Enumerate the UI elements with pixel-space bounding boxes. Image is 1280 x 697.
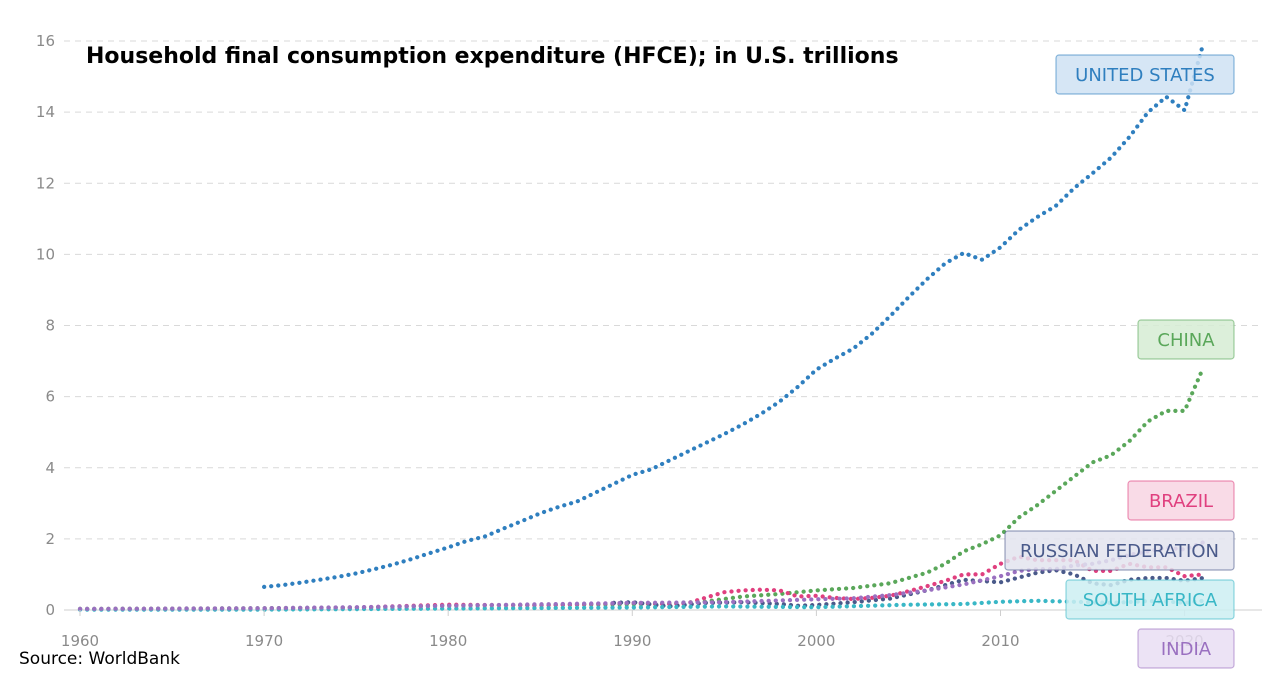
source-note: Source: WorldBank xyxy=(19,649,180,669)
series-label-text: SOUTH AFRICA xyxy=(1083,590,1218,611)
series-label-box xyxy=(1004,530,1235,571)
x-tick-label: 2000 xyxy=(797,632,835,650)
series-label-text: CHINA xyxy=(1157,330,1215,351)
series-label-south-africa: SOUTH AFRICA xyxy=(1065,579,1235,620)
axis-ticks: 0246810121416196019701980199020002010202… xyxy=(36,32,1204,650)
series-line-russian-federation xyxy=(611,568,1206,609)
series-label-box xyxy=(1127,480,1235,521)
series-label-text: RUSSIAN FEDERATION xyxy=(1020,541,1219,562)
x-tick-label: 1990 xyxy=(613,632,651,650)
series-label-china: CHINA xyxy=(1137,319,1235,360)
y-tick-label: 14 xyxy=(36,103,55,121)
series-labels: UNITED STATES CHINA BRAZIL RUSSIAN FEDERATI… xyxy=(1004,54,1235,669)
series-label-box xyxy=(1137,319,1235,360)
y-tick-label: 16 xyxy=(36,32,55,50)
chart-title: Household final consumption expenditure … xyxy=(86,44,899,69)
series-label-box xyxy=(1055,54,1235,95)
series-label-box xyxy=(1065,579,1235,620)
y-tick-label: 12 xyxy=(36,174,55,192)
series-line-china xyxy=(77,366,1206,612)
y-tick-label: 6 xyxy=(45,388,55,406)
y-tick-label: 8 xyxy=(45,317,55,335)
series-label-box xyxy=(1137,628,1235,669)
x-tick-label: 2010 xyxy=(981,632,1019,650)
series-label-text: UNITED STATES xyxy=(1075,65,1215,86)
gridlines xyxy=(64,40,1262,611)
series-label-united-states: UNITED STATES xyxy=(1055,54,1235,95)
y-tick-label: 10 xyxy=(36,245,55,263)
y-tick-label: 4 xyxy=(45,459,55,477)
series-label-brazil: BRAZIL xyxy=(1127,480,1235,521)
series-line-india xyxy=(77,540,1206,612)
series-lines xyxy=(77,42,1206,612)
series-label-russian-federation: RUSSIAN FEDERATION xyxy=(1004,530,1235,571)
series-line-united-states xyxy=(262,42,1206,590)
x-tick-label: 1970 xyxy=(245,632,283,650)
y-tick-label: 2 xyxy=(45,530,55,548)
y-tick-label: 0 xyxy=(45,601,55,619)
series-label-text: BRAZIL xyxy=(1149,491,1213,512)
series-label-india: INDIA xyxy=(1137,628,1235,669)
x-tick-label: 1960 xyxy=(61,632,99,650)
series-label-text: INDIA xyxy=(1161,639,1212,660)
x-tick-label: 1980 xyxy=(429,632,467,650)
